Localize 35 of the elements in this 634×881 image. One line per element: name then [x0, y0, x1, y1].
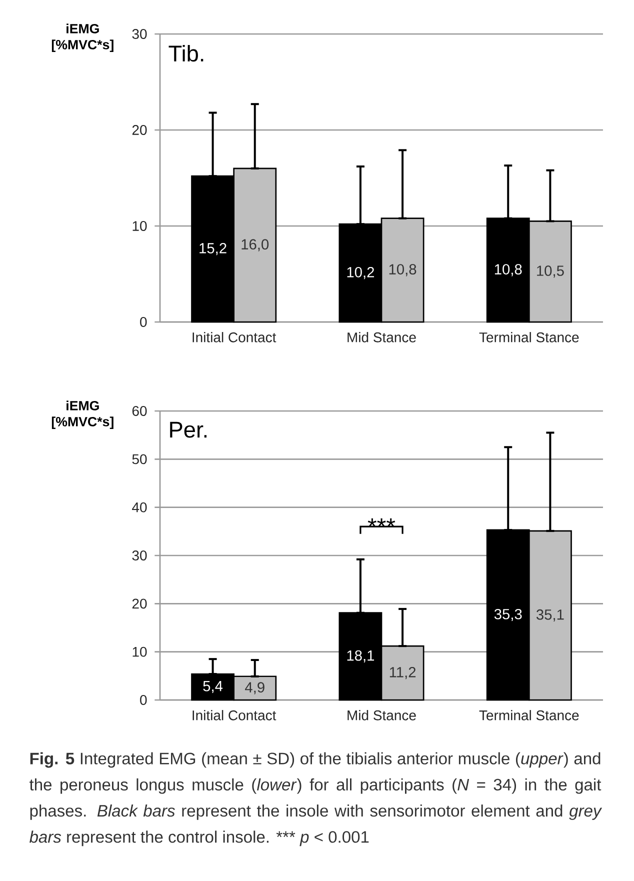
text: Fig. 5 Integrated EMG (mean ± SD) of the tibialis anterior muscle (upper) and the peroneus longus muscle (lower) for all participants (N = 34) in the gait phases. Black bars represent the insole with sensorimotor element and grey bars represent the control insole. *** p < 0.001: [29, 752, 602, 846]
y-axis-title: iEMG [%MVC*s]: [52, 24, 114, 52]
data-label: 35,3: [494, 608, 522, 622]
y-axis-title: iEMG [%MVC*s]: [52, 400, 114, 430]
y-tick-label: 20: [132, 125, 147, 135]
data-label: 4,9: [245, 682, 264, 694]
data-label: 10,5: [537, 266, 564, 278]
data-label: 10,8: [494, 264, 522, 276]
y-tick-label: 40: [132, 502, 147, 512]
y-tick-label: 10: [132, 221, 147, 231]
x-tick-label: Terminal Stance: [479, 710, 579, 720]
y-tick-label: 0: [140, 317, 147, 327]
data-label: 10,2: [347, 266, 374, 280]
data-label: 18,1: [347, 650, 374, 662]
x-tick-label: Mid Stance: [348, 710, 416, 720]
y-tick-label: 10: [132, 646, 147, 657]
data-label: 5,4: [203, 681, 223, 693]
y-tick-label: 30: [132, 29, 147, 39]
x-tick-label: Terminal Stance: [479, 332, 579, 342]
data-label: 16,0: [242, 239, 269, 252]
x-tick-label: Mid Stance: [348, 332, 416, 342]
y-tick-label: 30: [132, 550, 147, 560]
chart-title: Per.: [170, 422, 207, 438]
x-tick-label: Initial Contact: [192, 710, 276, 720]
y-tick-label: 20: [132, 598, 147, 609]
y-tick-label: 0: [140, 695, 147, 705]
y-tick-label: 50: [132, 454, 147, 464]
annotation: ***: [368, 518, 396, 527]
data-label: 35,1: [536, 609, 564, 622]
data-label: 10,8: [389, 264, 416, 276]
data-label: 11,2: [390, 666, 416, 680]
y-tick-label: 60: [132, 406, 147, 416]
chart-title: Tib.: [168, 44, 204, 62]
x-tick-label: Initial Contact: [192, 332, 276, 342]
data-label: 15,2: [200, 242, 226, 256]
